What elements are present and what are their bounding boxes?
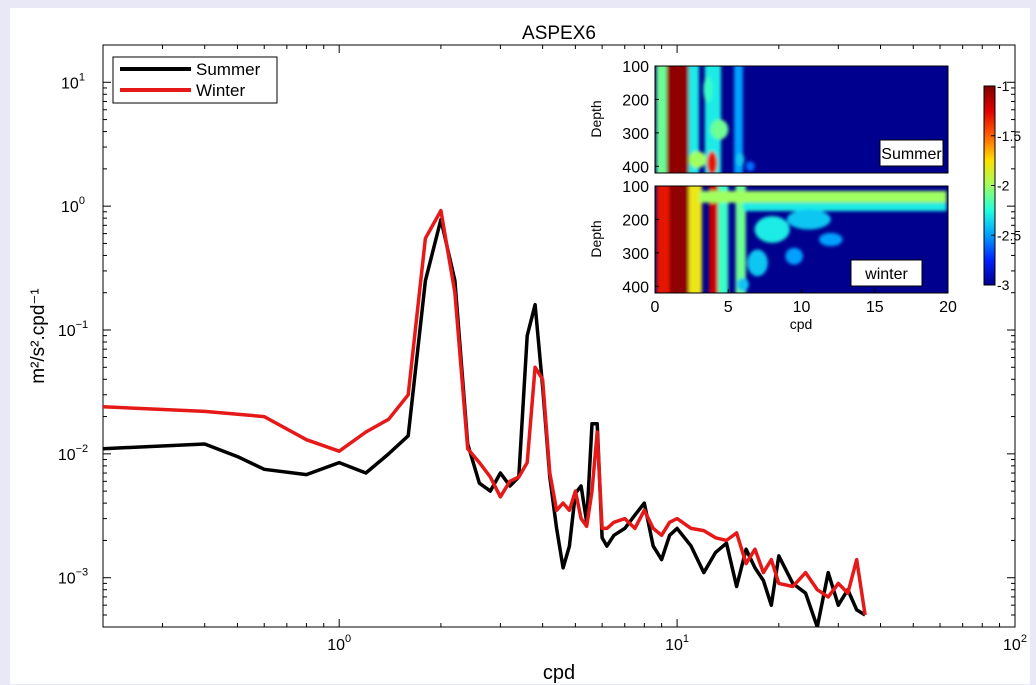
heatmap-bar [709, 186, 718, 293]
legend-box [112, 56, 278, 104]
heatmap-blob [707, 151, 718, 173]
inset-x-tick-label: 15 [866, 299, 884, 316]
inset-winter-xlabel: cpd [790, 316, 813, 332]
chart-title: ASPEX6 [522, 23, 596, 44]
y-axis-label: m²/s².cpd⁻¹ [28, 288, 49, 384]
colorbar-tick-label: -2.5 [997, 227, 1021, 243]
legend-label-summer: Summer [196, 60, 261, 79]
heatmap-field [656, 186, 947, 293]
inset-y-tick-label: 200 [622, 92, 649, 109]
colorbar-tick-label: -1.5 [997, 128, 1021, 144]
colorbar-tick-label: -1 [997, 78, 1010, 94]
inset-x-tick-label: 5 [724, 299, 733, 316]
inset-summer-label-box [879, 139, 944, 167]
inset-y-tick-label: 200 [622, 212, 649, 229]
heatmap-bar [688, 66, 699, 173]
inset-x-tick-label: 0 [651, 299, 660, 316]
heatmap-bar [688, 186, 702, 293]
colorbar-ticks: -1 -1.5 -2 -2.5 -3 [991, 78, 1021, 293]
heatmap-bar [717, 186, 729, 293]
heatmap-blob [703, 76, 713, 103]
inset-winter-label-box [850, 259, 923, 287]
colorbar-tick-label: -3 [997, 277, 1010, 293]
inset-summer-label: Summer [881, 146, 942, 163]
inset-winter-features [656, 186, 947, 293]
heatmap-blob [786, 209, 831, 230]
heatmap-band [742, 202, 947, 212]
legend-label-winter: Winter [196, 81, 245, 100]
series-layer [103, 208, 867, 627]
heatmap-field [656, 66, 755, 173]
colorbar: -1 -1.5 -2 -2.5 -3 [983, 78, 1021, 293]
heatmap-bar [666, 66, 689, 173]
heatmap-blob [754, 216, 790, 243]
heatmap-blob [735, 152, 745, 167]
heatmap-blob [737, 277, 749, 292]
heatmap-blob [819, 232, 843, 247]
inset-y-tick-label: 100 [622, 179, 649, 196]
series-line-winter [103, 208, 867, 616]
x-axis-label: cpd [543, 662, 575, 684]
heatmap-bar [735, 186, 746, 293]
heatmap-blob [785, 247, 803, 265]
inset-y-tick-label: 400 [622, 159, 649, 176]
inset-summer-ylabel: Depth [588, 100, 604, 137]
inset-summer-axes: 100 200 300 400 [622, 59, 659, 176]
inset-winter-ylabel: Depth [588, 220, 604, 257]
inset-winter-label: winter [864, 266, 908, 283]
main-ticks [103, 45, 1016, 627]
series-line-summer [103, 217, 867, 627]
inset-x-tick-label: 10 [793, 299, 811, 316]
heatmap-bar [656, 66, 667, 173]
heatmap-blob [688, 151, 707, 168]
legend: Summer Winter [112, 56, 278, 104]
inset-summer-frame [654, 65, 949, 174]
inset-summer-features [656, 66, 755, 173]
inset-y-tick-label: 100 [622, 59, 649, 76]
colorbar-tick-label: -2 [997, 178, 1010, 194]
inset-y-tick-label: 300 [622, 126, 649, 143]
inset-y-tick-label: 400 [622, 279, 649, 296]
heatmap-blob [710, 119, 729, 140]
inset-y-tick-label: 300 [622, 246, 649, 263]
inset-x-tick-label: 20 [939, 299, 957, 316]
heatmap-band [698, 191, 947, 203]
heatmap-bar [656, 186, 670, 293]
heatmap-bar [669, 186, 689, 293]
heatmap-blob [745, 161, 755, 172]
heatmap-bar [734, 66, 743, 173]
heatmap-blob [747, 249, 768, 277]
inset-summer-heatmap: 100 200 300 400 Summer Depth [588, 59, 949, 176]
